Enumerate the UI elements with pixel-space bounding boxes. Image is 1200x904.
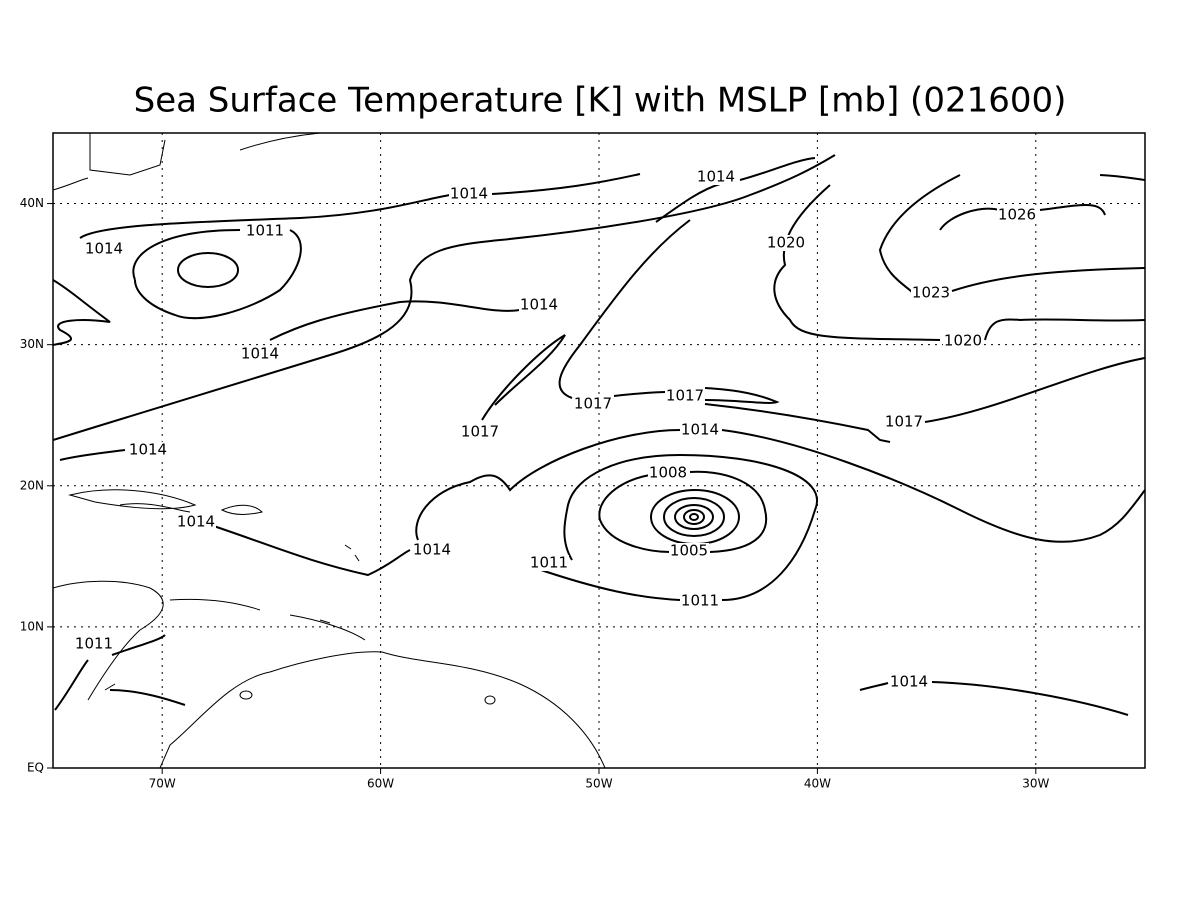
isobar [683,509,705,525]
contour-label: 1017 [574,395,612,413]
contour-label: 1011 [530,554,568,572]
contour-label: 1014 [85,240,123,258]
label-background [128,442,168,458]
y-tick-label: 30N [20,337,44,351]
map-title: Sea Surface Temperature [K] with MSLP [m… [134,81,1067,121]
contour-label: 1017 [666,387,704,405]
x-tick-label: 60W [367,777,394,791]
x-tick-label: 70W [149,777,176,791]
contour-label: 1005 [670,542,708,560]
isobar [481,334,566,421]
contour-label: 1011 [246,222,284,240]
label-background [460,424,500,440]
coastlines [53,133,606,768]
contour-label: 1011 [75,635,113,653]
isobar [53,154,836,441]
contour-label: 1014 [697,168,735,186]
isobar [674,504,714,530]
contour-label: 1014 [450,185,488,203]
label-background [669,543,709,559]
label-background [176,514,216,530]
coastline [68,489,197,513]
coastline [104,544,496,705]
isobar [773,184,1145,341]
contour-label: 1014 [681,421,719,439]
grid: 70W 60W 50W 40W 30W EQ 10N 20N 30N 40N [20,133,1145,791]
contour-label: 1014 [241,345,279,363]
x-tick-label: 30W [1022,777,1049,791]
contour-label: 1020 [944,332,982,350]
isobar [939,174,1145,231]
isobar [79,173,641,239]
contour-label: 1014 [129,441,167,459]
contour-label: 1017 [461,423,499,441]
isobar [177,252,239,288]
contour-label: 1020 [767,234,805,252]
label-background [680,422,720,438]
isobar [558,219,691,399]
isobar [878,174,1145,293]
y-tick-label: EQ [27,761,44,775]
label-background [519,297,559,313]
isobar [663,497,725,537]
isobar [534,453,818,601]
contour-label: 1011 [681,592,719,610]
map-frame [52,132,1146,769]
label-background [665,388,705,404]
label-background [889,674,929,690]
label-background [680,593,720,609]
isobar [704,357,1145,443]
label-background [449,186,489,202]
y-tick-label: 40N [20,196,44,210]
isobar [704,387,780,404]
label-background [412,542,452,558]
label-background [911,285,951,301]
isobar [54,449,186,711]
y-tick-label: 10N [20,619,44,633]
coastline [220,504,263,515]
label-background [240,346,280,362]
contour-label: 1023 [912,284,950,302]
isobar [415,429,1145,543]
isobar [859,681,1129,716]
contour-label: 1014 [177,513,215,531]
x-tick-label: 40W [804,777,831,791]
label-background [529,555,569,571]
coastline [159,651,606,768]
isobar [598,470,768,553]
map-content: 1014 1014 1014 1011 1020 1026 1023 1014 1014 1020… [53,133,1145,768]
label-background [648,465,688,481]
isobar [132,229,302,320]
coastline [53,580,366,701]
label-background [766,235,806,251]
isobar [689,513,699,521]
contour-label: 1014 [413,541,451,559]
isobars [53,154,1145,716]
isobar [269,300,521,341]
x-tick-label: 50W [585,777,612,791]
contour-labels: 1014 1014 1014 1011 1020 1026 1023 1014 1014 1020… [74,168,1037,691]
contour-label: 1026 [998,206,1036,224]
isobar [53,279,111,346]
label-background [245,223,285,239]
label-background [573,396,613,412]
contour-label: 1008 [649,464,687,482]
contour-label: 1014 [890,673,928,691]
contour-label: 1014 [520,296,558,314]
label-background [74,636,114,652]
contour-label: 1017 [885,413,923,431]
y-tick-label: 20N [20,478,44,492]
label-background [997,207,1037,223]
label-background [696,169,736,185]
label-background [943,333,983,349]
label-background [84,241,124,257]
label-background [884,414,924,430]
